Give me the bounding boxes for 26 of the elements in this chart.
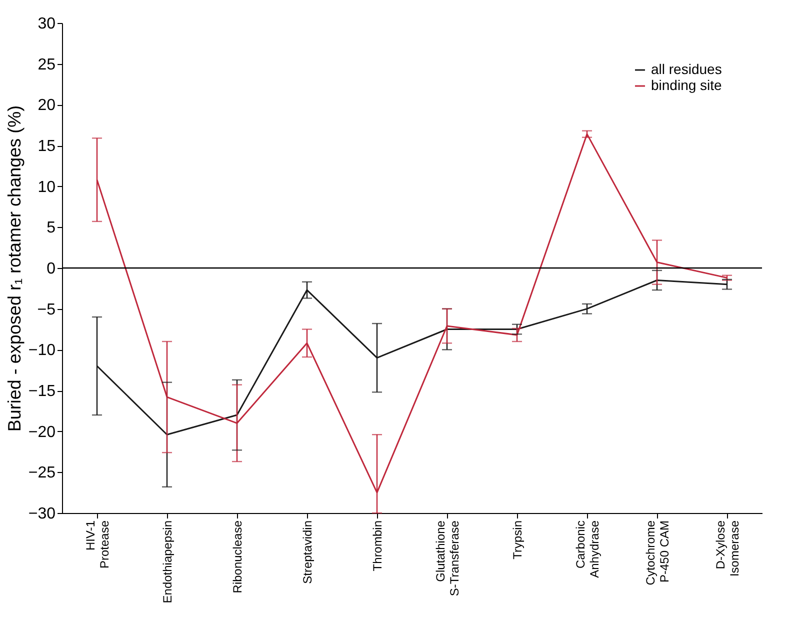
y-tick-label: 10: [38, 178, 56, 196]
y-tick-label: 25: [38, 56, 56, 74]
y-tick-label: 20: [38, 97, 56, 114]
y-tick-label: −15: [28, 383, 56, 400]
x-tick-label: Cytochrome P-450 CAM: [644, 520, 672, 586]
x-tick-label: Ribonuclease: [230, 520, 244, 594]
x-tick-label: D-Xylose Isomerase: [714, 520, 742, 577]
x-tick-label: Streptavidin: [300, 520, 314, 584]
x-tick-label: Thrombin: [370, 520, 384, 572]
y-tick-label: 5: [46, 220, 56, 237]
x-tick-label: Endothiapepsin: [160, 520, 174, 604]
y-tick-label: −20: [28, 424, 56, 441]
legend-label: binding site: [651, 77, 722, 93]
x-tick-label: HIV-1 Protease: [84, 520, 112, 569]
y-tick-label: 15: [38, 138, 56, 155]
y-tick-label: 0: [46, 260, 56, 278]
x-tick-label: Glutathione S-Transferase: [434, 520, 462, 596]
y-tick-label: −30: [28, 506, 56, 522]
x-tick-label: Carbonic Anhydrase: [574, 520, 602, 578]
x-tick-label: Trypsin: [510, 520, 524, 560]
y-tick-label: −10: [28, 342, 56, 360]
legend-label: all residues: [651, 61, 722, 77]
y-axis-title: Buried - exposed r₁ rotamer changes (%): [4, 105, 24, 432]
y-tick-label: −25: [28, 464, 56, 482]
y-tick-label: 30: [38, 16, 56, 32]
y-tick-label: −5: [37, 301, 56, 318]
